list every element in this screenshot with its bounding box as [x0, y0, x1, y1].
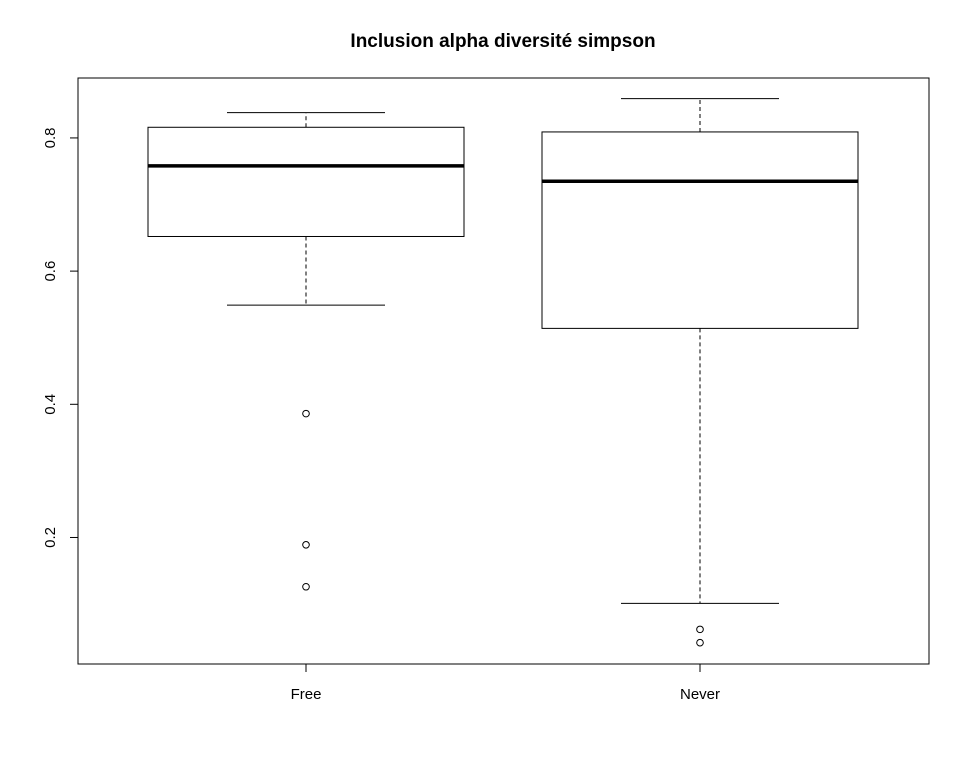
outlier-point	[302, 582, 310, 591]
outlier-point	[696, 625, 704, 634]
y-tick-label: 0.6	[42, 261, 59, 282]
box-iqr	[147, 126, 465, 237]
x-tick-label: Never	[680, 686, 720, 703]
outlier-point	[696, 638, 704, 647]
outlier-point	[302, 409, 310, 418]
y-tick-label: 0.4	[42, 394, 59, 415]
y-tick-label: 0.2	[42, 527, 59, 548]
x-tick-label: Free	[291, 686, 322, 703]
outlier-point	[302, 541, 310, 549]
box-iqr	[541, 131, 859, 329]
y-tick-label: 0.8	[42, 128, 59, 149]
chart-title: Inclusion alpha diversité simpson	[350, 31, 655, 52]
